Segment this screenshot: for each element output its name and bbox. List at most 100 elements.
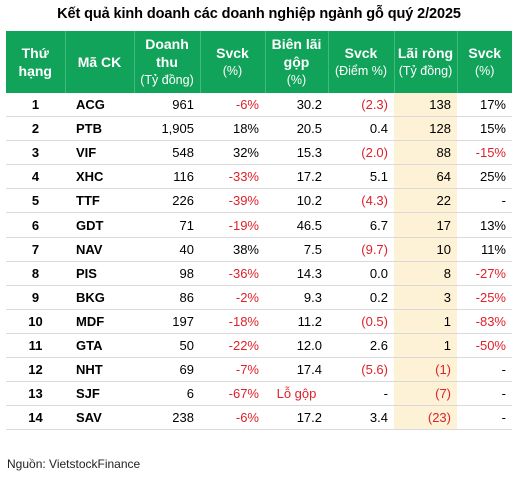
cell-revenue: 548 — [134, 140, 200, 166]
header-gross-margin-line1: Biên lãi — [271, 36, 322, 52]
cell-net-profit: (23) — [394, 405, 457, 431]
cell-net-profit: 138 — [394, 93, 457, 118]
cell-revenue-yoy: -36% — [200, 261, 265, 286]
table-row: 12 NHT 69 -7% 17.4 (5.6) (1) - — [6, 357, 512, 383]
cell-revenue-yoy: -6% — [200, 405, 265, 431]
cell-ticker: ACG — [65, 93, 134, 118]
cell-gross-margin: 11.2 — [265, 309, 328, 334]
cell-margin-yoy: (4.3) — [328, 188, 394, 214]
cell-net-profit: (1) — [394, 357, 457, 383]
cell-net-profit: 8 — [394, 261, 457, 286]
cell-profit-yoy: -50% — [457, 333, 512, 359]
cell-gross-margin: 7.5 — [265, 237, 328, 262]
cell-gross-margin: 15.3 — [265, 140, 328, 166]
cell-revenue-yoy: -7% — [200, 357, 265, 383]
cell-net-profit: 10 — [394, 237, 457, 262]
cell-profit-yoy: 17% — [457, 93, 512, 118]
cell-revenue: 197 — [134, 309, 200, 334]
table-row: 6 GDT 71 -19% 46.5 6.7 17 13% — [6, 212, 512, 238]
cell-net-profit: (7) — [394, 381, 457, 407]
table-row: 10 MDF 197 -18% 11.2 (0.5) 1 -83% — [6, 309, 512, 334]
cell-revenue: 40 — [134, 237, 200, 262]
cell-revenue: 69 — [134, 357, 200, 383]
header-revenue-line2: thu — [156, 54, 178, 70]
cell-net-profit: 1 — [394, 333, 457, 359]
cell-ticker: PTB — [65, 116, 134, 142]
cell-ticker: XHC — [65, 164, 134, 190]
cell-rank: 2 — [6, 116, 65, 142]
cell-profit-yoy: 15% — [457, 116, 512, 142]
cell-net-profit: 3 — [394, 285, 457, 310]
cell-gross-margin: 20.5 — [265, 116, 328, 142]
header-profit-yoy-unit: (%) — [475, 64, 495, 78]
results-table: Thứ hạng Mã CK Doanh thu (Tỷ đồng) Svck … — [6, 31, 512, 431]
cell-profit-yoy: -25% — [457, 285, 512, 310]
cell-gross-margin: 14.3 — [265, 261, 328, 286]
cell-gross-margin: 46.5 — [265, 212, 328, 238]
header-rank-line2: hạng — [18, 63, 52, 79]
header-revenue-yoy-unit: (%) — [222, 64, 243, 78]
table-row: 5 TTF 226 -39% 10.2 (4.3) 22- — [6, 188, 512, 214]
cell-gross-margin: 17.4 — [265, 357, 328, 383]
header-revenue-line1: Doanh — [145, 36, 189, 52]
cell-revenue: 86 — [134, 285, 200, 310]
cell-revenue-yoy: 38% — [200, 237, 265, 262]
cell-profit-yoy: -27% — [457, 261, 512, 286]
source-note: Nguồn: VietstockFinance — [7, 457, 141, 471]
cell-revenue-yoy: -22% — [200, 333, 265, 359]
cell-net-profit: 88 — [394, 140, 457, 166]
header-rank: Thứ hạng — [6, 31, 66, 93]
header-margin-yoy-unit: (Điểm %) — [334, 64, 388, 78]
header-net-profit-unit: (Tỷ đồng) — [398, 64, 453, 78]
header-row: Thứ hạng Mã CK Doanh thu (Tỷ đồng) Svck … — [6, 31, 512, 93]
cell-revenue-yoy: -2% — [200, 285, 265, 310]
table-row: 1 ACG 961 -6% 30.2 (2.3) 138 17% — [6, 93, 512, 118]
cell-gross-margin: 10.2 — [265, 188, 328, 214]
cell-profit-yoy: 13% — [457, 212, 512, 238]
cell-gross-margin: 12.0 — [265, 333, 328, 359]
cell-revenue: 50 — [134, 333, 200, 359]
table-body: 1 ACG 961 -6% 30.2 (2.3) 138 17% 2 PTB 1,905 18% 20.… — [6, 93, 512, 431]
cell-ticker: NAV — [65, 237, 134, 262]
cell-profit-yoy: - — [457, 188, 512, 214]
cell-ticker: GDT — [65, 212, 134, 238]
cell-margin-yoy: 3.4 — [328, 405, 394, 431]
table-header: Thứ hạng Mã CK Doanh thu (Tỷ đồng) Svck … — [6, 31, 512, 93]
cell-ticker: PIS — [65, 261, 134, 286]
cell-revenue: 98 — [134, 261, 200, 286]
cell-margin-yoy: (9.7) — [328, 237, 394, 262]
table-row: 4 XHC 116 -33% 17.2 5.1 64 25% — [6, 164, 512, 190]
cell-rank: 3 — [6, 140, 65, 166]
cell-margin-yoy: (2.3) — [328, 93, 394, 118]
cell-rank: 9 — [6, 285, 65, 310]
cell-margin-yoy: 6.7 — [328, 212, 394, 238]
header-net-profit-label: Lãi ròng — [397, 45, 454, 61]
cell-ticker: SAV — [65, 405, 134, 431]
cell-ticker: GTA — [65, 333, 134, 359]
cell-revenue: 226 — [134, 188, 200, 214]
cell-margin-yoy: (0.5) — [328, 309, 394, 334]
header-margin-yoy: Svck (Điểm %) — [328, 31, 395, 93]
cell-net-profit: 22 — [394, 188, 457, 214]
cell-revenue: 71 — [134, 212, 200, 238]
header-ticker: Mã CK — [65, 31, 135, 93]
cell-gross-margin: 30.2 — [265, 93, 328, 118]
cell-profit-yoy: - — [457, 357, 512, 383]
cell-rank: 4 — [6, 164, 65, 190]
header-revenue: Doanh thu (Tỷ đồng) — [134, 31, 201, 93]
header-net-profit: Lãi ròng (Tỷ đồng) — [394, 31, 458, 93]
table-row: 7 NAV 40 38% 7.5 (9.7) 10 11% — [6, 237, 512, 262]
header-margin-yoy-label: Svck — [344, 45, 378, 61]
header-revenue-yoy-label: Svck — [216, 45, 249, 61]
cell-rank: 14 — [6, 405, 65, 431]
cell-revenue: 238 — [134, 405, 200, 431]
cell-margin-yoy: - — [328, 381, 394, 407]
cell-profit-yoy: 11% — [457, 237, 512, 262]
table-title: Kết quả kinh doanh các doanh nghiệp ngàn… — [57, 6, 461, 22]
cell-revenue-yoy: -67% — [200, 381, 265, 407]
cell-rank: 5 — [6, 188, 65, 214]
cell-net-profit: 128 — [394, 116, 457, 142]
header-revenue-yoy: Svck (%) — [200, 31, 266, 93]
header-rank-line1: Thứ — [21, 45, 49, 61]
cell-revenue-yoy: -33% — [200, 164, 265, 190]
